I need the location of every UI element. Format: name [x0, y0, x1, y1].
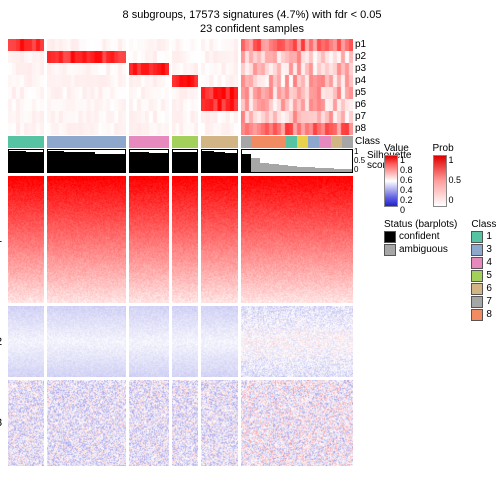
class-legend-items: 1345678: [471, 231, 496, 321]
prob-row-label: p5: [355, 87, 366, 98]
status-legend-item: ambiguous: [384, 244, 457, 256]
prob-row-label: p2: [355, 51, 366, 62]
class-legend-item: 3: [471, 244, 496, 256]
status-legend-item: confident: [384, 231, 457, 243]
class-legend-title: Class: [471, 219, 496, 230]
probability-tracks: p1p2p3p4p5p6p7p8: [8, 39, 378, 135]
prob-row-label: p6: [355, 99, 366, 110]
class-legend-item: 8: [471, 309, 496, 321]
heatmap-group-label: 3: [0, 417, 2, 429]
silhouette-track: 10.50Silhouettescore: [8, 149, 378, 173]
class-legend-item: 4: [471, 257, 496, 269]
legend-column: Value 10.80.60.40.20 Prob 10.50 Status (…: [378, 39, 494, 466]
class-track: Class: [8, 136, 378, 148]
main-column: p1p2p3p4p5p6p7p8 Class 10.50Silhouettesc…: [8, 39, 378, 466]
prob-row-label: p1: [355, 39, 366, 50]
prob-row-label: p3: [355, 63, 366, 74]
value-colorbar: [384, 155, 398, 207]
prob-ticks: 10.50: [449, 155, 462, 205]
prob-legend-title: Prob: [433, 143, 462, 154]
title-line2: 23 confident samples: [8, 22, 496, 36]
prob-colorbar: [433, 155, 447, 207]
status-legend-items: confidentambiguous: [384, 231, 457, 256]
heatmap-group-label: 1: [0, 233, 2, 245]
prob-row-label: p4: [355, 75, 366, 86]
class-legend-item: 7: [471, 296, 496, 308]
title-line1: 8 subgroups, 17573 signatures (4.7%) wit…: [8, 8, 496, 22]
heatmap-track: 123: [8, 176, 378, 466]
class-row-label: Class: [355, 136, 380, 147]
prob-row-label: p8: [355, 123, 366, 134]
class-legend-item: 6: [471, 283, 496, 295]
prob-row-label: p7: [355, 111, 366, 122]
status-legend-title: Status (barplots): [384, 219, 457, 230]
class-legend-item: 1: [471, 231, 496, 243]
heatmap-group-label: 2: [0, 336, 2, 348]
class-legend-item: 5: [471, 270, 496, 282]
